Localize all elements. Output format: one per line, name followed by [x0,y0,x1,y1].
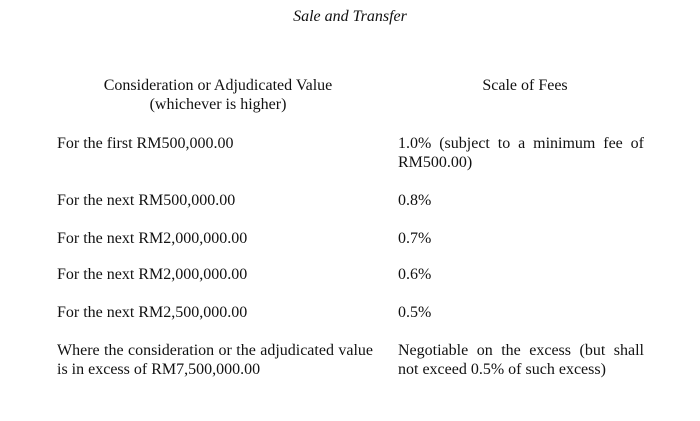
header-left: Consideration or Adjudicated Value (whic… [60,76,376,114]
fee-cell: 0.7% [398,230,432,247]
fee-cell: Negotiable on the excess (but shall not … [398,342,644,378]
header-line: (whichever is higher) [149,96,287,113]
fee-cell: 0.8% [398,192,432,209]
value-cell: For the next RM2,000,000.00 [57,266,248,283]
fee-cell: 0.5% [398,304,432,321]
value-cell: For the next RM2,500,000.00 [57,304,248,321]
value-cell: For the first RM500,000.00 [57,135,234,152]
title: Sale and Transfer [293,8,407,25]
value-cell: Where the consideration or the adjudicat… [57,342,373,378]
value-cell: For the next RM2,000,000.00 [57,230,248,247]
header-line: Consideration or Adjudicated Value [103,77,333,94]
value-cell: For the next RM500,000.00 [57,192,236,209]
fee-cell: 0.6% [398,266,432,283]
fee-cell: 1.0% (subject to a minimum fee of RM500.… [398,135,644,171]
header-right: Scale of Fees [482,77,568,94]
